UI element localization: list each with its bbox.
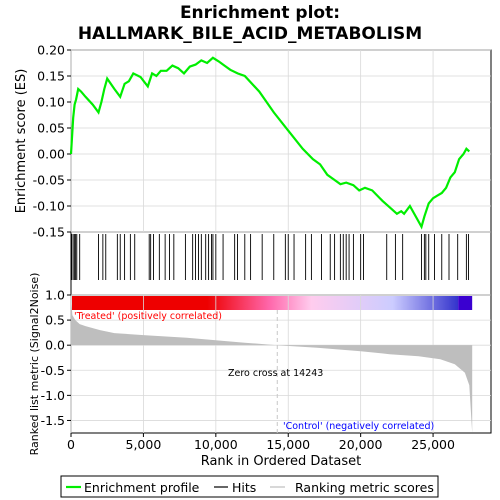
es-panel-y-axis: -0.15 -0.10 -0.05 0.00 0.05 0.10 0.15 0.20 xyxy=(33,43,71,240)
x-tick-label: 5,000 xyxy=(126,437,162,452)
ranking-panel-grid xyxy=(70,294,491,433)
legend-ranking-label: Ranking metric scores xyxy=(295,480,434,495)
es-y-tick-label: 0.05 xyxy=(37,121,65,136)
legend-enrichment-label: Enrichment profile xyxy=(84,480,200,495)
es-y-tick-label: 0.10 xyxy=(37,95,65,110)
x-tick-label: 15,000 xyxy=(266,437,310,452)
es-y-tick-label: 0.20 xyxy=(37,43,65,58)
x-tick-label: 0 xyxy=(67,437,75,452)
treated-label: 'Treated' (positively correlated) xyxy=(74,311,222,322)
rank-y-tick-label: 1.0 xyxy=(45,288,65,303)
es-y-axis-label: Enrichment score (ES) xyxy=(14,69,29,214)
enrichment-profile-line xyxy=(69,56,471,230)
rank-color-bar xyxy=(72,296,459,310)
rank-color-bar-tail xyxy=(458,296,473,310)
rank-y-tick-label: 0.5 xyxy=(45,313,65,328)
x-axis-label: Rank in Ordered Dataset xyxy=(201,454,362,469)
es-y-tick-label: -0.10 xyxy=(33,199,65,214)
legend-hits-label: Hits xyxy=(232,480,256,495)
control-label: 'Control' (negatively correlated) xyxy=(283,421,434,432)
es-panel-frame xyxy=(70,49,492,233)
es-y-tick-label: 0.15 xyxy=(37,69,65,84)
rank-y-tick-label: -0.5 xyxy=(41,363,65,378)
legend-box xyxy=(60,475,439,498)
x-axis: 0 5,000 10,000 15,000 20,000 25,000 xyxy=(67,433,455,452)
es-y-tick-label: 0.00 xyxy=(37,147,65,162)
chart-title-line1: Enrichment plot: xyxy=(180,3,340,23)
ranking-panel-y-axis: -1.5 -1.0 -0.5 0.0 0.5 1.0 xyxy=(41,288,71,428)
rank-y-tick-label: 0.0 xyxy=(45,338,65,353)
hits-marks xyxy=(71,234,470,280)
rank-y-tick-label: -1.5 xyxy=(41,413,65,428)
zero-cross-label: Zero cross at 14243 xyxy=(228,368,323,379)
es-y-tick-label: -0.05 xyxy=(33,173,65,188)
es-panel-grid xyxy=(70,49,491,233)
x-tick-label: 25,000 xyxy=(411,437,455,452)
ranking-y-axis-label: Ranked list metric (Signal2Noise) xyxy=(28,273,41,456)
chart-title-line2: HALLMARK_BILE_ACID_METABOLISM xyxy=(78,24,422,44)
hits-panel-frame xyxy=(70,231,492,296)
ranking-panel-frame xyxy=(70,294,492,434)
es-y-tick-label: -0.15 xyxy=(33,225,65,240)
rank-y-tick-label: -1.0 xyxy=(41,388,65,403)
x-tick-label: 10,000 xyxy=(194,437,238,452)
x-tick-label: 20,000 xyxy=(339,437,383,452)
